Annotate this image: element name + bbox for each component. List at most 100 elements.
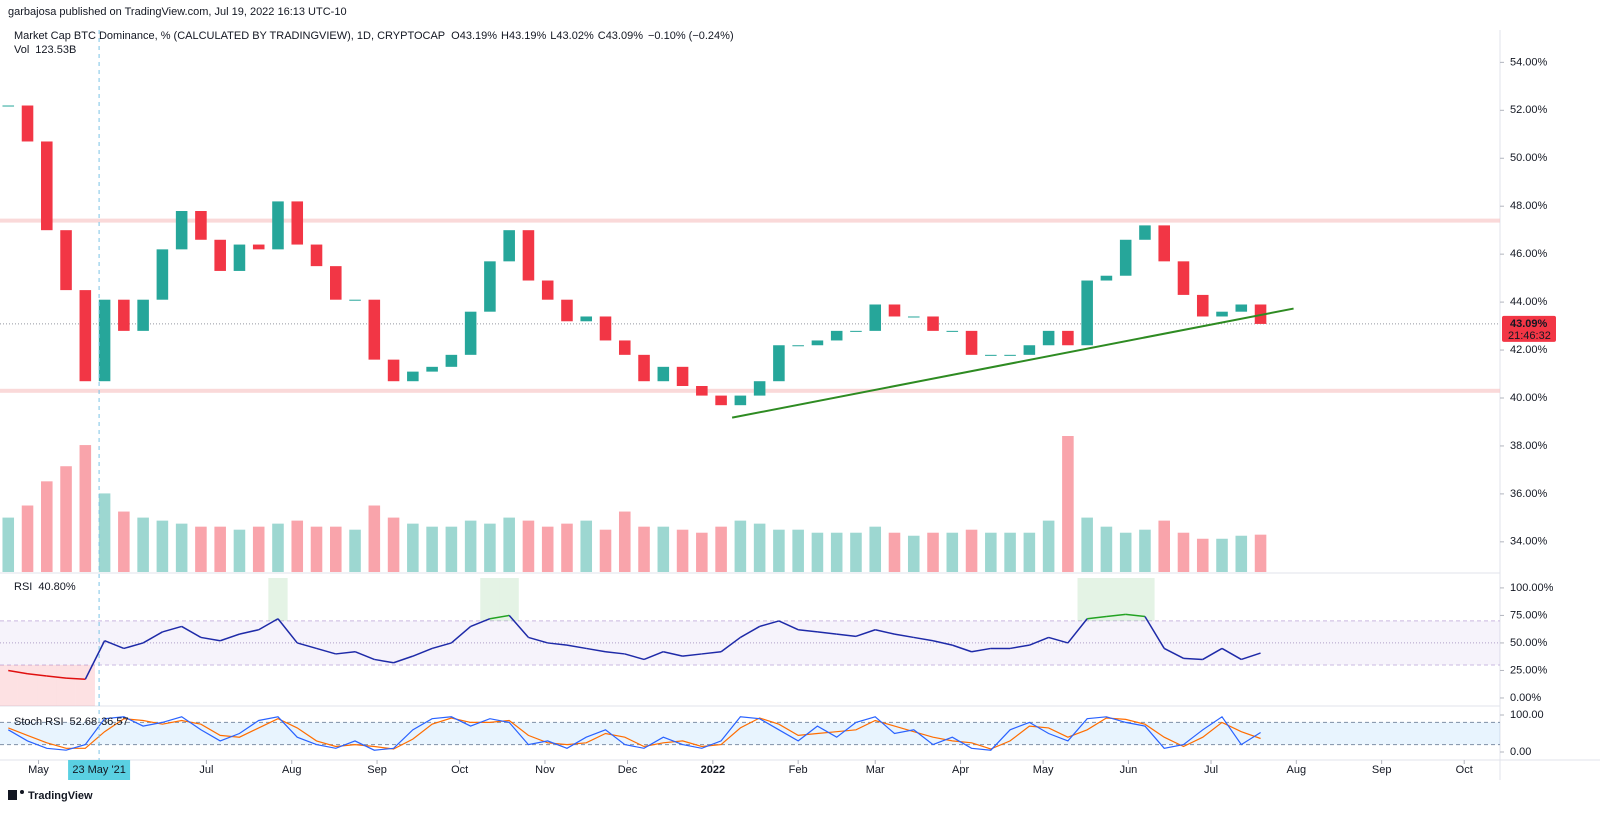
x-tick-label: Jun xyxy=(1120,764,1138,776)
level-line xyxy=(0,218,1500,223)
rsi-line xyxy=(1106,613,1126,618)
candle xyxy=(830,330,843,341)
volume-bar xyxy=(1235,535,1248,572)
candle xyxy=(618,340,631,355)
rsi-line xyxy=(836,633,857,638)
rsi-line xyxy=(84,640,106,680)
rsi-line xyxy=(8,669,28,675)
candle xyxy=(696,386,708,396)
rsi-line xyxy=(1125,613,1146,618)
tv-logo xyxy=(8,790,24,800)
rsi-line xyxy=(643,651,664,661)
rsi-line xyxy=(335,650,356,655)
volume-bar xyxy=(965,529,978,572)
y-tick-label: 36.00% xyxy=(1510,488,1548,500)
candle xyxy=(426,366,438,372)
x-tick-label: Mar xyxy=(866,764,885,776)
ohlc-key: H xyxy=(501,30,509,42)
symbol-title: Market Cap BTC Dominance, % (CALCULATED … xyxy=(14,30,445,42)
rsi-line xyxy=(297,642,317,650)
volume-bar xyxy=(310,526,323,572)
rsi-line xyxy=(586,647,606,653)
x-tick-label: Oct xyxy=(451,764,468,776)
candle xyxy=(387,359,400,382)
candle xyxy=(233,244,246,271)
candle xyxy=(946,330,959,332)
rsi-line xyxy=(46,675,67,679)
candle xyxy=(599,316,612,341)
rsi-line xyxy=(27,673,47,677)
rsi-line xyxy=(605,650,625,655)
candle xyxy=(888,304,901,317)
volume-bar xyxy=(734,520,747,572)
candle xyxy=(1081,280,1093,346)
volume-bar xyxy=(1196,538,1209,572)
rsi-line xyxy=(393,655,414,664)
ohlc-key: L xyxy=(550,30,556,42)
candle xyxy=(715,395,727,406)
change: −0.10% (−0.24%) xyxy=(648,30,734,42)
volume-bar xyxy=(1100,526,1113,572)
rsi-line xyxy=(431,642,452,650)
volume-bar xyxy=(850,532,862,572)
volume-bar xyxy=(349,529,361,572)
volume-bar xyxy=(484,523,496,572)
candle xyxy=(753,381,766,396)
candle xyxy=(445,354,458,367)
ohlc-value: 43.09% xyxy=(606,30,644,42)
volume-bar xyxy=(1042,520,1055,572)
candle xyxy=(310,244,323,267)
volume-bar xyxy=(1158,520,1170,572)
candle xyxy=(522,230,535,281)
published-note: garbajosa published on TradingView.com, … xyxy=(8,6,347,18)
stoch-d-last: 36.57 xyxy=(101,716,129,728)
x-tick-label: Feb xyxy=(789,764,808,776)
candle xyxy=(1235,304,1248,312)
stoch-label: Stoch RSI xyxy=(14,716,64,728)
last-price-label: 43.09% xyxy=(1510,318,1548,330)
candle xyxy=(1216,311,1228,317)
rsi-tick-label: 75.00% xyxy=(1510,609,1548,621)
candle xyxy=(464,311,477,355)
candle xyxy=(869,304,882,331)
volume-bar xyxy=(753,523,766,572)
rsi-line xyxy=(508,614,530,638)
volume-bar xyxy=(638,526,650,572)
rsi-line xyxy=(1241,652,1261,661)
crosshair-label-bg xyxy=(68,760,131,780)
volume-bar xyxy=(1177,532,1190,572)
candle xyxy=(1062,330,1074,346)
volume-bar xyxy=(252,526,265,572)
volume-bar xyxy=(580,520,593,572)
y-tick-label: 44.00% xyxy=(1510,296,1548,308)
rsi-overbought-zone xyxy=(1096,578,1117,621)
stoch-tick-label: 0.00 xyxy=(1510,746,1531,758)
volume-bar xyxy=(233,529,246,572)
stoch-band xyxy=(0,722,1500,745)
candle xyxy=(1158,225,1170,262)
x-tick-label: Jul xyxy=(1204,764,1218,776)
rsi-overbought-zone xyxy=(480,578,500,621)
ohlc-value: 43.19% xyxy=(509,30,547,42)
ohlc-value: 43.02% xyxy=(556,30,594,42)
stoch-k-line xyxy=(7,715,1261,751)
rsi-line xyxy=(1202,647,1223,661)
countdown: 21:46:32 xyxy=(1508,330,1551,342)
rsi-line xyxy=(875,628,895,635)
candle xyxy=(252,244,265,250)
candle xyxy=(734,395,747,406)
rsi-line xyxy=(104,640,125,650)
volume-bar xyxy=(156,520,169,572)
rsi-line xyxy=(759,620,780,628)
ohlc-key: C xyxy=(598,30,606,42)
trendline xyxy=(731,307,1294,419)
volume-bar xyxy=(503,517,515,572)
y-tick-label: 40.00% xyxy=(1510,392,1548,404)
candle xyxy=(1196,294,1209,317)
rsi-line xyxy=(123,642,144,650)
volume-bar xyxy=(1004,532,1016,572)
rsi-line xyxy=(1067,618,1088,644)
candle xyxy=(291,201,304,245)
volume-bar xyxy=(773,529,785,572)
